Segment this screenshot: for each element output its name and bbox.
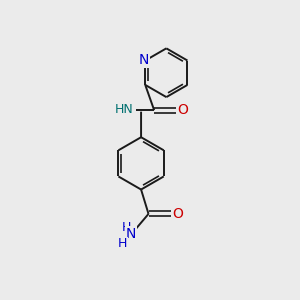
Text: N: N <box>125 227 136 241</box>
Text: N: N <box>139 53 149 67</box>
Text: HN: HN <box>115 103 134 116</box>
Text: H: H <box>118 237 127 250</box>
Text: O: O <box>172 207 183 221</box>
Text: O: O <box>178 103 188 117</box>
Text: H: H <box>122 221 131 234</box>
